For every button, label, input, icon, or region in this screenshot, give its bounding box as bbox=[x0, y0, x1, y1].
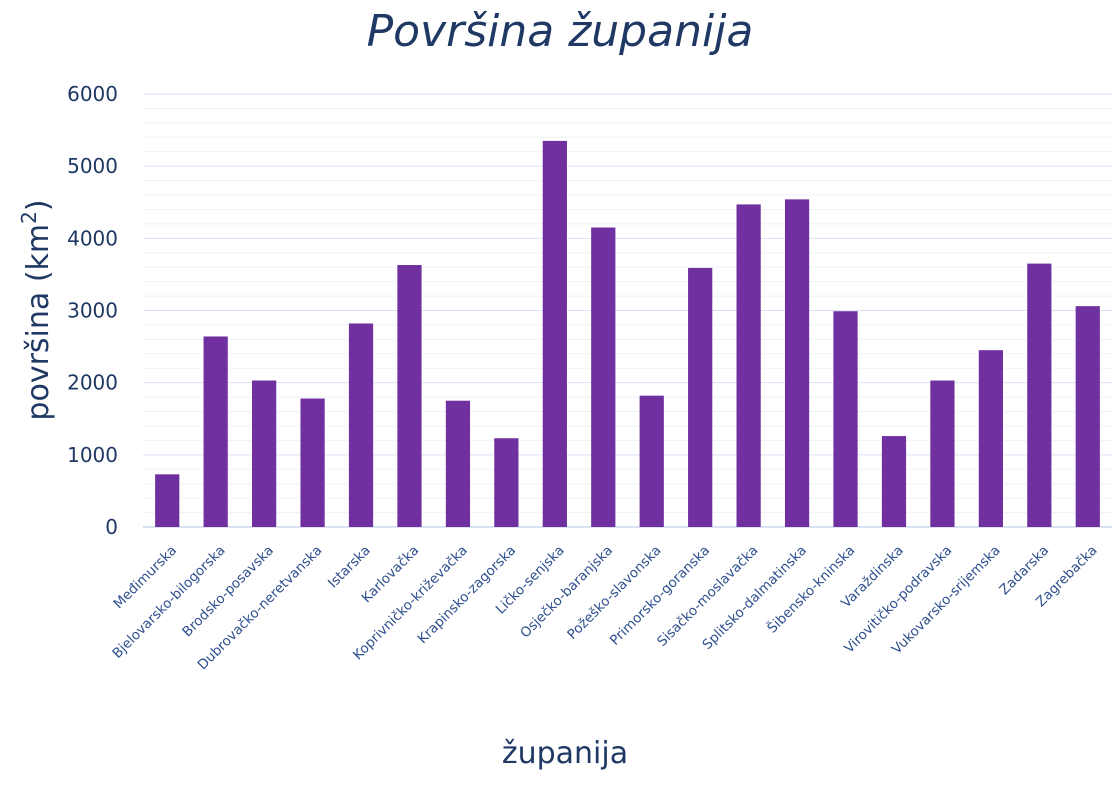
bar bbox=[881, 436, 907, 527]
y-tick-label: 4000 bbox=[67, 226, 118, 250]
y-tick-label: 1000 bbox=[67, 443, 118, 467]
x-tick-label: Šibensko-kninska bbox=[763, 541, 859, 637]
bar bbox=[542, 140, 567, 528]
bar bbox=[1075, 306, 1100, 527]
bar bbox=[445, 400, 471, 527]
gridlines bbox=[143, 93, 1112, 528]
y-axis-title-sup: 2 bbox=[17, 211, 41, 224]
bars bbox=[155, 140, 1100, 528]
bar bbox=[736, 204, 761, 528]
chart-title: Površina županija bbox=[367, 6, 754, 57]
x-tick-label: Brodsko-posavska bbox=[179, 543, 277, 641]
y-tick-label: 2000 bbox=[67, 371, 118, 395]
x-tick-label: Istarska bbox=[325, 543, 374, 592]
y-tick-label: 0 bbox=[105, 515, 118, 539]
bar bbox=[591, 227, 616, 527]
y-tick-label: 3000 bbox=[67, 299, 118, 323]
bar bbox=[348, 323, 374, 527]
bar bbox=[930, 380, 955, 527]
bar bbox=[155, 474, 180, 527]
bar bbox=[252, 380, 277, 527]
bar bbox=[397, 265, 422, 527]
x-axis-ticks: MeđimurskaBjelovarsko-bilogorskaBrodsko-… bbox=[109, 541, 1100, 673]
y-axis-title-tail: ) bbox=[21, 199, 56, 211]
x-axis-title: županija bbox=[502, 736, 628, 771]
y-tick-label: 6000 bbox=[67, 82, 118, 106]
y-axis-title: površina (km2) bbox=[17, 199, 56, 420]
bar bbox=[203, 336, 228, 527]
y-tick-label: 5000 bbox=[67, 154, 118, 178]
bar bbox=[494, 438, 519, 527]
x-tick-label: Požeško-slavonska bbox=[564, 543, 664, 643]
bar bbox=[1027, 263, 1052, 527]
x-tick-label: Osječko-baranjska bbox=[517, 543, 616, 642]
bar bbox=[784, 199, 810, 527]
bar bbox=[978, 350, 1003, 527]
bar bbox=[639, 395, 664, 527]
bar bbox=[300, 398, 325, 527]
y-axis-title-main: površina (km bbox=[21, 224, 56, 421]
bar bbox=[833, 311, 858, 527]
bar bbox=[688, 267, 713, 527]
y-axis-ticks: 0 1000 2000 3000 4000 5000 6000 bbox=[67, 82, 118, 539]
